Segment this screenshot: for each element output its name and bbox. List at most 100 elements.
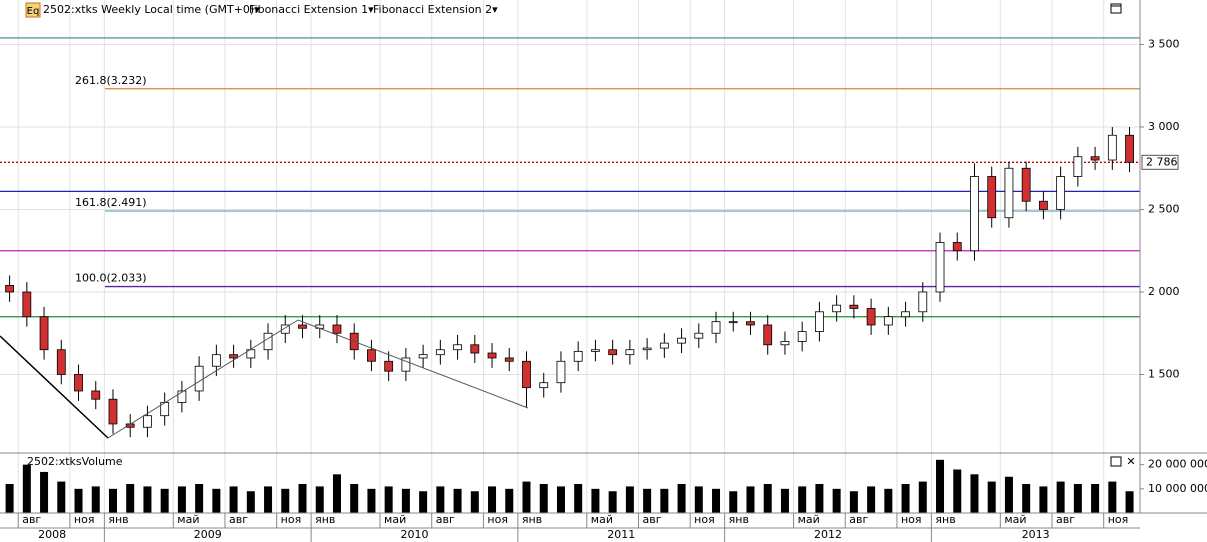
volume-bar	[936, 459, 945, 513]
candle-body	[1039, 200, 1048, 210]
maximize-button[interactable]	[1110, 3, 1122, 14]
maximize-button[interactable]	[1110, 456, 1122, 467]
candle-body	[832, 304, 842, 313]
volume-bar	[901, 484, 910, 513]
grid	[0, 0, 1140, 513]
candle-body	[367, 349, 376, 362]
fib-line	[107, 319, 529, 439]
candle-body	[677, 337, 686, 344]
volume-bar	[384, 486, 393, 513]
last-price-box	[1141, 154, 1179, 170]
y-tick-label: 1 500	[1148, 367, 1180, 380]
x-tick-label: авг	[436, 513, 455, 526]
x-tick-label: ноя	[487, 513, 508, 526]
volume-bar	[229, 486, 238, 513]
year-label: 2013	[1022, 528, 1050, 541]
candle-body	[332, 324, 342, 334]
volume-bar	[987, 481, 996, 513]
volume-bar	[505, 488, 514, 513]
x-tick-label: янв	[108, 513, 128, 526]
x-tick-label: авг	[22, 513, 41, 526]
volume-bar	[884, 488, 893, 513]
header-title[interactable]: 2502:xtks Weekly Local time (GMT+0)▾	[43, 3, 260, 16]
volume-bar	[108, 488, 117, 513]
volume-bar	[5, 484, 14, 513]
close-button[interactable]: ✕	[1126, 455, 1135, 468]
volume-bar	[91, 486, 100, 513]
last-price-label: 2 786	[1146, 155, 1178, 168]
volume-bar	[1073, 484, 1082, 513]
candle-body	[418, 354, 428, 359]
x-tick-label: янв	[729, 513, 749, 526]
candle-body	[1021, 167, 1031, 202]
candle-body	[177, 390, 187, 403]
candle-body	[970, 176, 979, 252]
candle-body	[504, 357, 514, 362]
candle-body	[1073, 156, 1083, 177]
volume-bar	[281, 488, 290, 513]
volume-bar	[729, 491, 738, 513]
candle-body	[711, 321, 721, 334]
volume-bar	[556, 486, 565, 513]
volume-bar	[1039, 486, 1048, 513]
y-tick-label: 2 500	[1148, 203, 1180, 216]
x-tick-label: май	[384, 513, 406, 526]
candle-body	[143, 415, 152, 428]
y-tick-label: 3 000	[1148, 120, 1180, 133]
x-tick-label: май	[177, 513, 199, 526]
candle-body	[108, 398, 118, 425]
candle-body	[591, 349, 600, 352]
header-item[interactable]: Fibonacci Extension 2▾	[373, 3, 498, 16]
volume-bar	[660, 488, 669, 513]
candle-body	[487, 352, 497, 359]
volume-bar	[470, 491, 479, 513]
candle-body	[659, 342, 669, 349]
y-tick-label: 2 000	[1148, 285, 1180, 298]
candle-body	[74, 374, 83, 392]
volume-bar	[970, 474, 979, 513]
candle-body	[211, 354, 221, 367]
x-tick-label: авг	[642, 513, 661, 526]
volume-bar	[1056, 481, 1065, 513]
volume-bar	[574, 484, 583, 513]
level-label: 161.8(2.491)	[75, 196, 147, 209]
candle-body	[918, 291, 928, 313]
candle-body	[608, 349, 618, 356]
candle-body	[56, 349, 66, 375]
icon[interactable]	[25, 2, 41, 18]
y2-tick-label: 10 000 000	[1148, 482, 1207, 495]
x-tick-label: янв	[522, 513, 542, 526]
volume-bar	[315, 486, 324, 513]
candle-body	[263, 332, 273, 351]
candle-body	[435, 349, 445, 356]
volume-bar	[763, 484, 772, 513]
marks	[5, 127, 1134, 513]
volume-bar	[953, 469, 962, 513]
volume-bar	[1091, 484, 1100, 513]
x-tick-label: авг	[229, 513, 248, 526]
x-tick-label: май	[798, 513, 820, 526]
candle-body	[815, 311, 824, 332]
x-tick-label: авг	[849, 513, 868, 526]
x-tick-label: ноя	[1108, 513, 1129, 526]
header-item[interactable]: Fibonacci Extension 1▾	[249, 3, 374, 16]
volume-bar	[350, 484, 359, 513]
volume-bar	[849, 491, 858, 513]
volume-bar	[264, 486, 273, 513]
candle-body	[625, 349, 635, 356]
x-tick-label: ноя	[901, 513, 922, 526]
candle-body	[1107, 134, 1117, 161]
year-label: 2011	[607, 528, 635, 541]
volume-bar	[694, 486, 703, 513]
candle-body	[22, 291, 32, 318]
volume-bar	[539, 484, 548, 513]
volume-bar	[246, 491, 255, 513]
candle-body	[573, 350, 583, 362]
candle-body	[1056, 176, 1066, 210]
candle-body	[5, 284, 14, 293]
volume-bar	[522, 481, 531, 513]
volume-bar	[1004, 476, 1013, 513]
volume-bar	[143, 486, 152, 513]
x-tick-label: авг	[1056, 513, 1075, 526]
year-label: 2010	[401, 528, 429, 541]
